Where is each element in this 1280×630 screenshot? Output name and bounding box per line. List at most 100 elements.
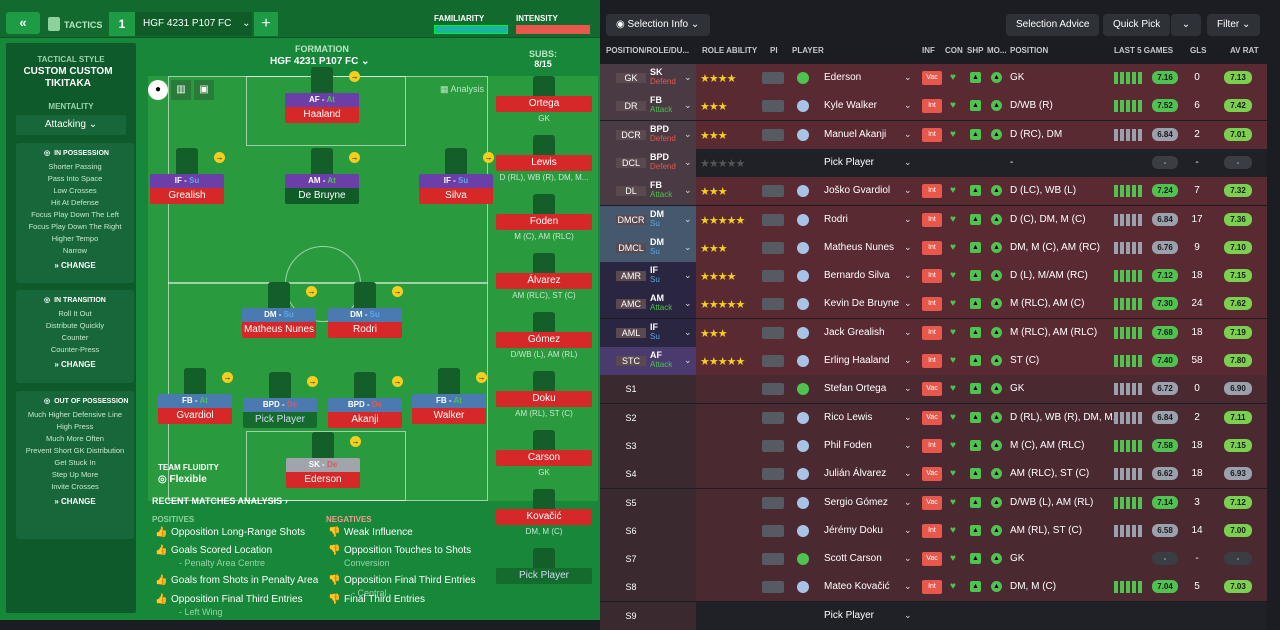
table-row[interactable]: AML IF Su ⌄ ★★★ Jack Grealish ⌄ Int ♥ ▲ ▲ M (RLC), … xyxy=(600,318,1280,347)
header-inf[interactable]: INF xyxy=(922,46,935,55)
player-name[interactable]: Jack Grealish xyxy=(824,326,885,338)
role-chevron-icon[interactable]: ⌄ xyxy=(684,298,692,309)
quick-pick-button[interactable]: Quick Pick xyxy=(1103,14,1171,36)
player-instructions-icon[interactable] xyxy=(762,72,784,84)
player-instructions-icon[interactable] xyxy=(762,524,784,537)
role-duty[interactable]: BPD Defend xyxy=(650,123,676,143)
role-chevron-icon[interactable]: ⌄ xyxy=(684,241,692,252)
player-name[interactable]: Matheus Nunes xyxy=(824,241,895,253)
player-name[interactable]: Pick Player xyxy=(824,156,875,168)
familiarity-bar[interactable] xyxy=(434,25,508,34)
player-select-chevron-icon[interactable]: ⌄ xyxy=(904,72,912,82)
role-chevron-icon[interactable]: ⌄ xyxy=(684,72,692,82)
player-select-chevron-icon[interactable]: ⌄ xyxy=(904,553,912,564)
player-select-chevron-icon[interactable]: ⌄ xyxy=(904,100,912,111)
table-row[interactable]: S9 Pick Player ⌄ xyxy=(600,601,1280,630)
player-name[interactable]: Kyle Walker xyxy=(824,100,877,112)
player-name[interactable]: Jérémy Doku xyxy=(824,524,883,536)
sub-player[interactable]: Pick Player xyxy=(496,548,592,586)
role-duty[interactable]: DM Su xyxy=(650,236,664,256)
pitch-icon[interactable]: ▣ xyxy=(194,80,214,100)
player-select-chevron-icon[interactable]: ⌄ xyxy=(904,270,912,281)
player-select-chevron-icon[interactable]: ⌄ xyxy=(904,609,912,620)
player-select-chevron-icon[interactable]: ⌄ xyxy=(904,581,912,592)
header-last5[interactable]: LAST 5 GAMES xyxy=(1114,46,1174,55)
role-chevron-icon[interactable]: ⌄ xyxy=(684,185,692,196)
table-row[interactable]: S1 Stefan Ortega ⌄ Vac ♥ ▲ ▲ GK 6.72 0 6.90 xyxy=(600,375,1280,404)
role-duty[interactable]: SK Defend xyxy=(650,67,676,86)
pitch-player[interactable]: SK - De Ederson xyxy=(286,432,360,488)
transition-change-button[interactable]: » CHANGE xyxy=(54,360,96,369)
role-chevron-icon[interactable]: ⌄ xyxy=(684,326,692,337)
player-select-chevron-icon[interactable]: ⌄ xyxy=(904,128,912,139)
tactic-slot-number[interactable]: 1 xyxy=(109,12,135,36)
sub-player[interactable]: Ortega GK xyxy=(496,76,592,123)
pitch-player[interactable]: BPD - De Pick Player xyxy=(243,372,317,428)
role-duty[interactable]: AM Attack xyxy=(650,293,673,313)
table-row[interactable]: DMCR DM Su ⌄ ★★★★★ Rodri ⌄ Int ♥ ▲ ▲ D (C), DM, M (… xyxy=(600,205,1280,234)
header-position-text[interactable]: POSITION xyxy=(1010,46,1049,55)
header-role-ability[interactable]: ROLE ABILITY xyxy=(702,46,758,55)
player-select-chevron-icon[interactable]: ⌄ xyxy=(904,411,912,422)
player-instructions-icon[interactable] xyxy=(762,128,784,141)
player-select-chevron-icon[interactable]: ⌄ xyxy=(904,383,912,394)
quick-pick-dropdown[interactable]: ⌄ xyxy=(1171,14,1201,36)
pitch-player[interactable]: DM - Su Rodri xyxy=(328,282,402,338)
role-chevron-icon[interactable]: ⌄ xyxy=(684,156,692,167)
chart-icon[interactable]: ▥ xyxy=(171,80,191,100)
player-instructions-icon[interactable] xyxy=(762,241,784,254)
add-tactic-button[interactable]: + xyxy=(254,12,278,36)
table-row[interactable]: DCR BPD Defend ⌄ ★★★ Manuel Akanji ⌄ Int ♥ ▲ ▲ D (R… xyxy=(600,120,1280,149)
table-row[interactable]: DMCL DM Su ⌄ ★★★ Matheus Nunes ⌄ Int ♥ ▲ ▲ DM, M (C… xyxy=(600,233,1280,262)
table-row[interactable]: S8 Mateo Kovačić ⌄ Int ♥ ▲ ▲ DM, M (C) 7.04 5 7.03 xyxy=(600,573,1280,602)
header-avrat[interactable]: AV RAT xyxy=(1230,46,1259,55)
sub-player[interactable]: Álvarez AM (RLC), ST (C) xyxy=(496,253,592,300)
table-row[interactable]: S3 Phil Foden ⌄ Int ♥ ▲ ▲ M (C), AM (RLC) 7.58 18… xyxy=(600,431,1280,460)
player-name[interactable]: Joško Gvardiol xyxy=(824,185,891,197)
role-duty[interactable]: IF Su xyxy=(650,321,660,341)
player-instructions-icon[interactable] xyxy=(762,326,784,339)
header-position[interactable]: POSITION/ROLE/DU... xyxy=(606,46,690,55)
player-instructions-icon[interactable] xyxy=(762,213,784,226)
table-row[interactable]: AMR IF Su ⌄ ★★★★ Bernardo Silva ⌄ Int ♥ ▲ ▲ D (L), … xyxy=(600,262,1280,291)
oop-change-button[interactable]: » CHANGE xyxy=(54,497,96,506)
sub-player[interactable]: Lewis D (RL), WB (R), DM, M... xyxy=(496,135,592,182)
player-instructions-icon[interactable] xyxy=(762,185,784,198)
sub-player[interactable]: Doku AM (RL), ST (C) xyxy=(496,371,592,418)
player-name[interactable]: Sergio Gómez xyxy=(824,496,888,508)
selection-info-select[interactable]: ◉ Selection Info ⌄ xyxy=(606,14,710,36)
header-gls[interactable]: GLS xyxy=(1190,46,1207,55)
analysis-button[interactable]: ▦ Analysis xyxy=(440,84,485,94)
table-row[interactable]: S4 Julián Álvarez ⌄ Vac ♥ ▲ ▲ AM (RLC), ST (C) 6… xyxy=(600,460,1280,489)
player-select-chevron-icon[interactable]: ⌄ xyxy=(904,355,912,365)
filter-button[interactable]: Filter ⌄ xyxy=(1207,14,1261,36)
role-chevron-icon[interactable]: ⌄ xyxy=(684,355,692,365)
role-chevron-icon[interactable]: ⌄ xyxy=(684,270,692,281)
sub-player[interactable]: Kovačić DM, M (C) xyxy=(496,489,592,536)
table-row[interactable]: S7 Scott Carson ⌄ Vac ♥ ▲ ▲ GK - - - xyxy=(600,545,1280,574)
role-duty[interactable]: FB Attack xyxy=(650,95,673,115)
player-select-chevron-icon[interactable]: ⌄ xyxy=(904,326,912,337)
header-pi[interactable]: PI xyxy=(770,46,778,55)
table-row[interactable]: STC AF Attack ⌄ ★★★★★ Erling Haaland ⌄ Int ♥ ▲ ▲ ST… xyxy=(600,347,1280,375)
player-name[interactable]: Erling Haaland xyxy=(824,355,890,366)
back-button[interactable]: « xyxy=(6,12,40,34)
header-shp[interactable]: SHP xyxy=(967,46,984,55)
player-instructions-icon[interactable] xyxy=(762,439,784,452)
table-row[interactable]: S5 Sergio Gómez ⌄ Vac ♥ ▲ ▲ D/WB (L), AM (RL) 7.… xyxy=(600,488,1280,517)
player-instructions-icon[interactable] xyxy=(762,411,784,424)
header-player[interactable]: PLAYER xyxy=(792,46,824,55)
table-row[interactable]: DL FB Attack ⌄ ★★★ Joško Gvardiol ⌄ Int ♥ ▲ ▲ D (LC… xyxy=(600,177,1280,206)
player-instructions-icon[interactable] xyxy=(762,298,784,311)
info-icon[interactable]: ● xyxy=(148,80,168,100)
player-select-chevron-icon[interactable]: ⌄ xyxy=(904,241,912,252)
table-row[interactable]: S2 Rico Lewis ⌄ Vac ♥ ▲ ▲ D (RL), WB (R), DM, M… xyxy=(600,403,1280,432)
header-con[interactable]: CON xyxy=(945,46,963,55)
role-duty[interactable]: IF Su xyxy=(650,265,660,285)
role-chevron-icon[interactable]: ⌄ xyxy=(684,213,692,224)
player-instructions-icon[interactable] xyxy=(762,553,784,566)
pitch-player[interactable]: AM - At De Bruyne xyxy=(285,148,359,204)
player-name[interactable]: Kevin De Bruyne xyxy=(824,298,900,310)
player-select-chevron-icon[interactable]: ⌄ xyxy=(904,468,912,479)
intensity-bar[interactable] xyxy=(516,25,590,34)
